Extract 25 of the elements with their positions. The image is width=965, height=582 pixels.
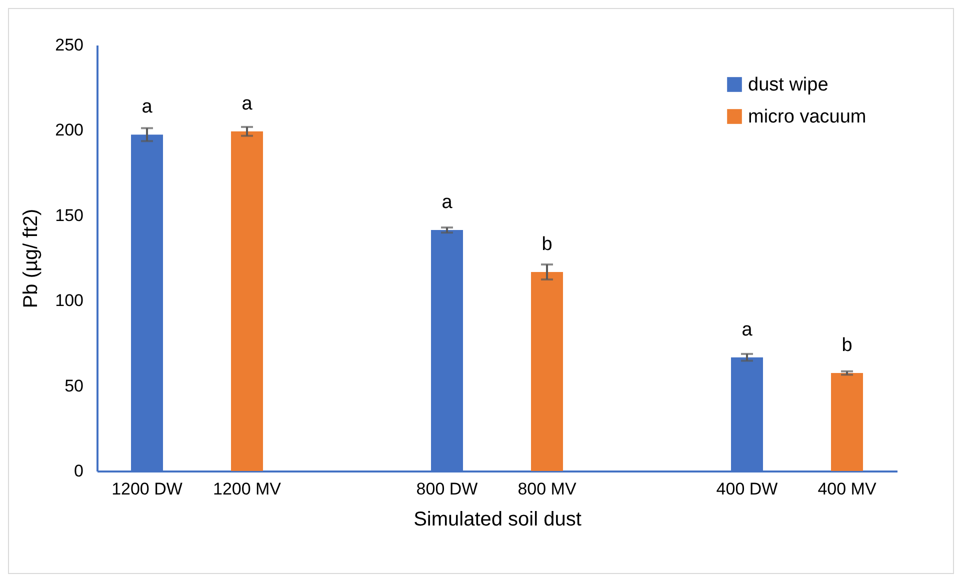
annotation: b (542, 234, 552, 255)
annotation: b (842, 335, 852, 356)
legend-label: dust wipe (748, 74, 828, 96)
y-tick-label: 150 (55, 206, 84, 225)
bar (531, 272, 563, 471)
annotation: a (742, 319, 753, 340)
x-tick-label: 400 MV (818, 480, 877, 498)
x-axis-title: Simulated soil dust (414, 508, 582, 530)
annotation: a (142, 96, 153, 118)
x-tick-label: 1200 DW (112, 480, 182, 498)
annotation: a (242, 93, 253, 114)
y-tick-label: 200 (55, 120, 84, 140)
x-tick-label: 800 MV (518, 480, 577, 498)
x-tick-label: 400 DW (716, 480, 778, 498)
x-tick-label: 800 DW (416, 480, 478, 498)
legend-label: micro vacuum (748, 106, 866, 128)
annotation: a (442, 192, 453, 214)
bar (831, 373, 863, 471)
y-tick-label: 100 (55, 291, 84, 310)
y-tick-label: 0 (74, 462, 84, 480)
y-axis-title: Pb (µg/ ft2) (20, 208, 42, 308)
x-tick-label: 1200 MV (212, 480, 282, 498)
y-tick-label: 50 (64, 376, 84, 396)
y-tick-label: 250 (55, 36, 84, 54)
bar (231, 131, 263, 471)
